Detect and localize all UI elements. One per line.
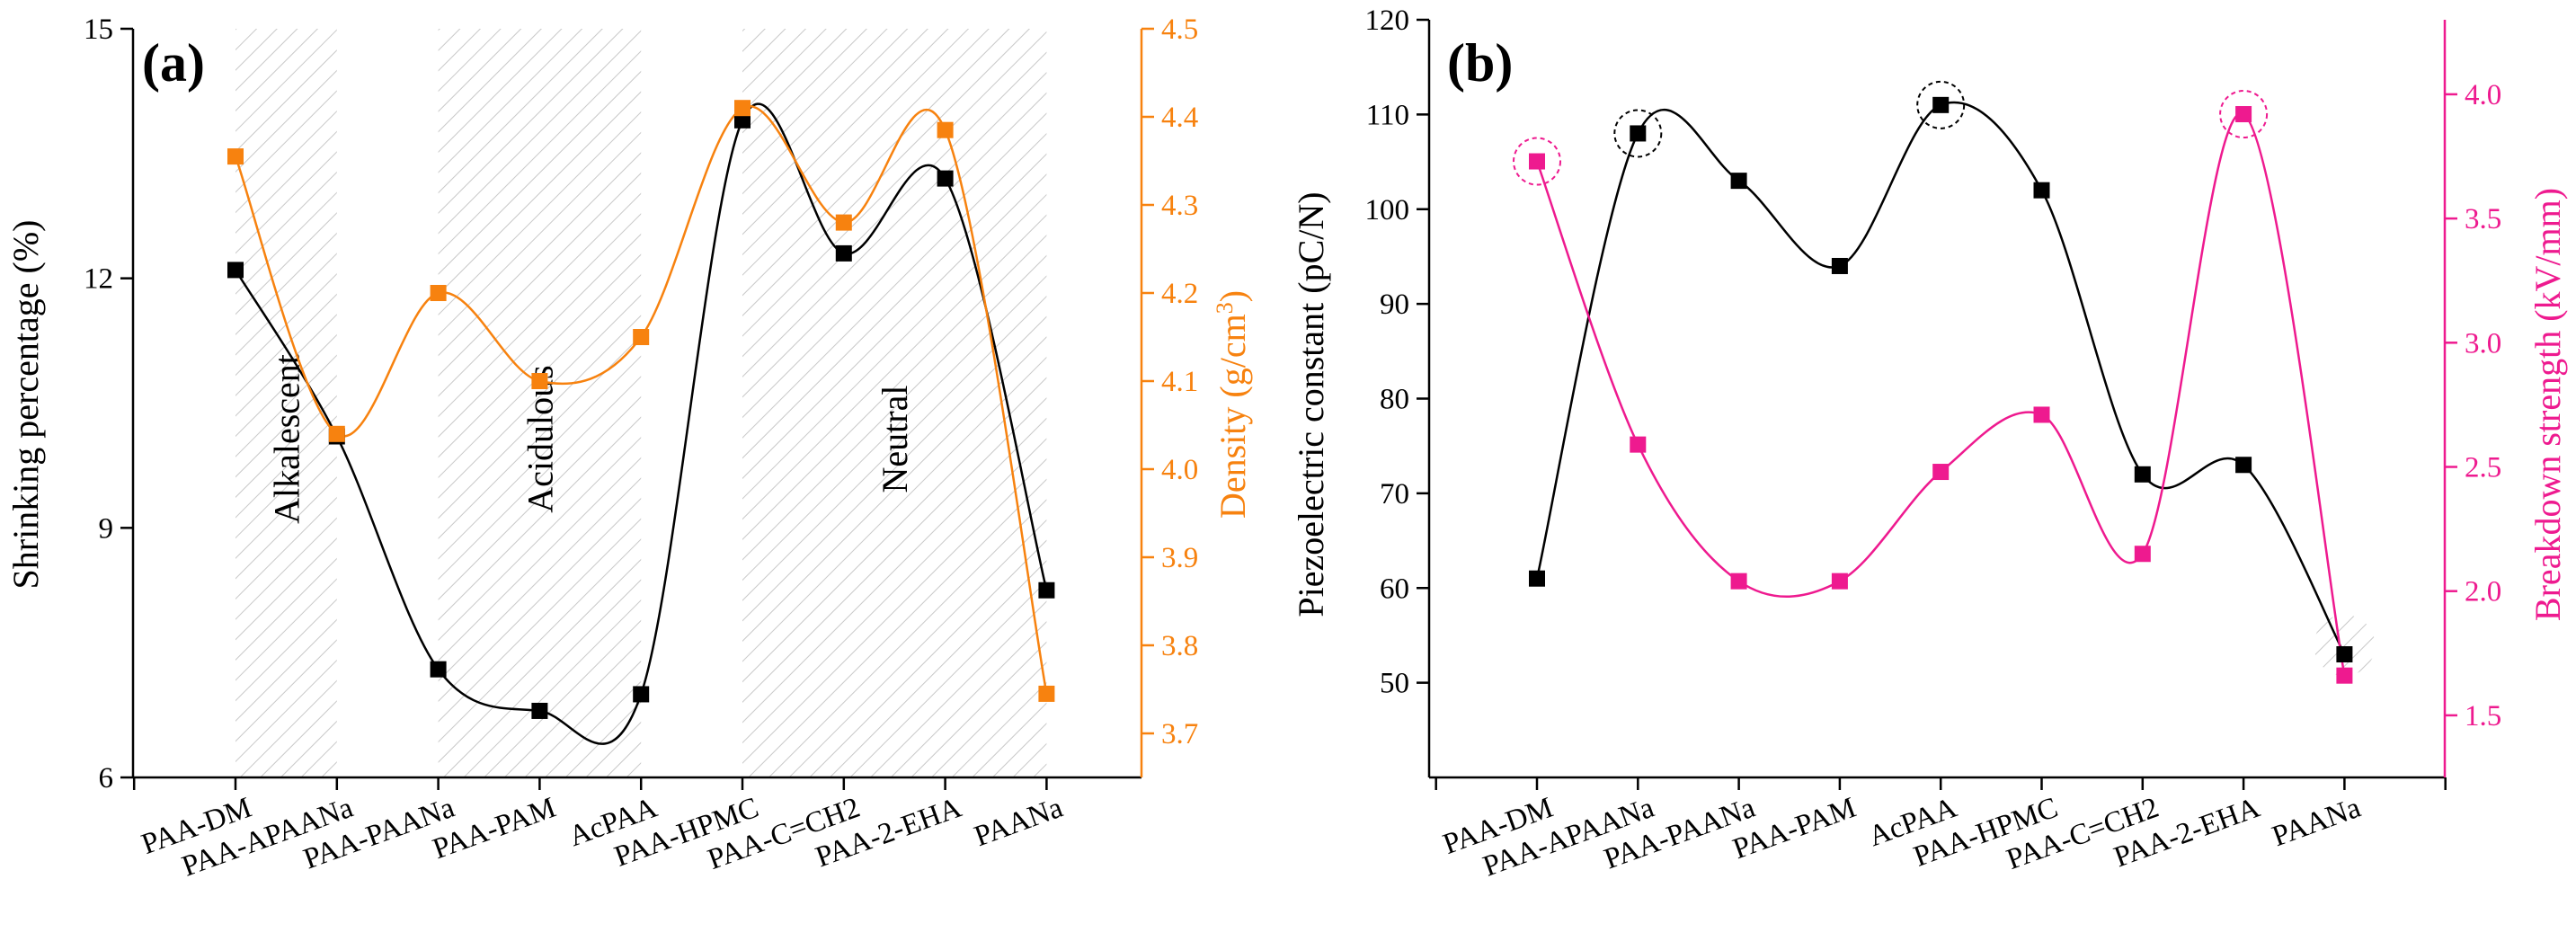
chart-panel-b: 50 60 70 80 90 100 110 120 1.5 2.0 2.5 3.0 3.5 4.0 PAA… — [1291, 4, 2568, 883]
y-tick-label: 70 — [1380, 478, 1409, 511]
y-axis-title-b: Piezoelectric constant (pC/N) — [1291, 191, 1331, 617]
data-point — [2033, 182, 2050, 199]
data-point — [1529, 570, 1545, 587]
y2-tick-label: 1.5 — [2465, 700, 2501, 732]
y-tick-label: 110 — [1366, 99, 1409, 131]
data-point — [430, 285, 447, 301]
data-point — [1630, 436, 1647, 453]
y2-tick-label: 3.7 — [1161, 718, 1198, 750]
y2-axis-title-a-close: ) — [1212, 290, 1253, 302]
data-points-a — [227, 100, 1055, 719]
fit-curve — [1535, 101, 2346, 655]
y2-tick-label: 4.2 — [1161, 278, 1198, 310]
y2-tick-label: 3.8 — [1161, 630, 1198, 662]
panel-label-b: (b) — [1447, 33, 1513, 93]
y2-tick-label: 4.5 — [1161, 13, 1198, 46]
fit-curve — [1535, 112, 2346, 676]
highlight-ring — [1513, 137, 1561, 186]
highlight-ring — [1613, 109, 1663, 158]
y2-tick-label: 4.0 — [1161, 454, 1198, 486]
data-point — [1038, 582, 1055, 599]
chart-panel-a: Alkalescent Acidulous Neutral 6 9 12 15 3.7 3.8… — [5, 13, 1253, 883]
data-point — [734, 111, 751, 129]
data-point — [1529, 153, 1545, 170]
y-tick-label: 15 — [84, 13, 113, 46]
data-point — [2134, 466, 2151, 483]
data-point — [2336, 667, 2353, 684]
data-point — [633, 329, 650, 345]
data-point — [1630, 125, 1647, 142]
data-point — [227, 148, 244, 165]
fit-curves-b — [1535, 101, 2346, 676]
panel-label-a: (a) — [142, 33, 205, 93]
y-tick-label: 100 — [1365, 194, 1410, 226]
data-point — [1932, 96, 1950, 113]
y-tick-label: 12 — [84, 263, 113, 296]
data-point — [1831, 257, 1848, 274]
axes-b: 50 60 70 80 90 100 110 120 1.5 2.0 2.5 3.0 3.5 4.0 PAA… — [1365, 4, 2502, 883]
y-tick-label: 9 — [99, 512, 114, 545]
y-axis-title-a: Shrinking percentage (%) — [5, 220, 46, 590]
highlight-ring — [2219, 90, 2269, 139]
y2-tick-label: 4.0 — [2465, 79, 2501, 111]
region-bands: Alkalescent Acidulous Neutral — [235, 29, 1047, 777]
y-tick-label: 90 — [1380, 289, 1409, 321]
data-point — [2033, 406, 2050, 423]
data-point — [2235, 457, 2252, 474]
fit-curves-a — [234, 102, 1048, 745]
data-point — [2336, 646, 2353, 663]
y2-tick-label: 4.3 — [1161, 190, 1198, 222]
y2-tick-label: 2.5 — [2465, 452, 2501, 484]
y2-axis-title-a: Density (g/cm3) — [1212, 290, 1253, 519]
y2-tick-label: 3.5 — [2465, 203, 2501, 235]
y2-tick-label: 4.4 — [1161, 102, 1198, 134]
data-point — [531, 702, 548, 719]
data-point — [937, 170, 954, 187]
data-points-b — [1513, 80, 2353, 684]
data-point — [2235, 106, 2252, 123]
data-point — [1038, 685, 1055, 702]
y2-axis-title-a-sup: 3 — [1212, 302, 1238, 314]
data-point — [1932, 464, 1950, 481]
hatch-marker-b — [2314, 615, 2376, 677]
data-point — [1831, 573, 1848, 590]
data-point — [328, 425, 345, 442]
x-tick-label: PAANa — [2268, 792, 2365, 854]
fit-curve — [234, 104, 1048, 695]
data-point — [835, 244, 852, 262]
y2-axis-title-b: Breakdown strength (kV/mm) — [2527, 188, 2568, 621]
data-point — [835, 214, 852, 231]
data-point — [2134, 546, 2151, 563]
y2-tick-label: 3.0 — [2465, 327, 2501, 360]
x-tick-label: PAANa — [970, 792, 1067, 854]
data-point — [430, 661, 447, 678]
highlight-ring — [1916, 80, 1966, 129]
region-band — [438, 29, 642, 777]
data-point — [531, 373, 548, 389]
y-tick-label: 50 — [1380, 668, 1409, 700]
y2-tick-label: 3.9 — [1161, 542, 1198, 574]
data-point — [1730, 573, 1747, 590]
y2-tick-label: 4.1 — [1161, 366, 1198, 398]
y-tick-label: 80 — [1380, 384, 1409, 416]
data-point — [937, 121, 954, 138]
y2-axis-title-a-main: Density (g/cm — [1212, 314, 1253, 519]
data-point — [633, 686, 650, 703]
data-point — [227, 262, 244, 279]
data-point — [1730, 173, 1747, 190]
y-tick-label: 6 — [99, 762, 114, 795]
y-tick-label: 120 — [1365, 4, 1410, 37]
y-tick-label: 60 — [1380, 573, 1409, 605]
data-point — [734, 100, 751, 117]
y2-tick-label: 2.0 — [2465, 576, 2501, 608]
region-label: Alkalescent — [266, 354, 306, 524]
region-label: Acidulous — [520, 365, 560, 512]
fit-curve — [234, 102, 1048, 745]
region-label: Neutral — [875, 386, 915, 493]
hatch-marker — [2314, 615, 2376, 677]
